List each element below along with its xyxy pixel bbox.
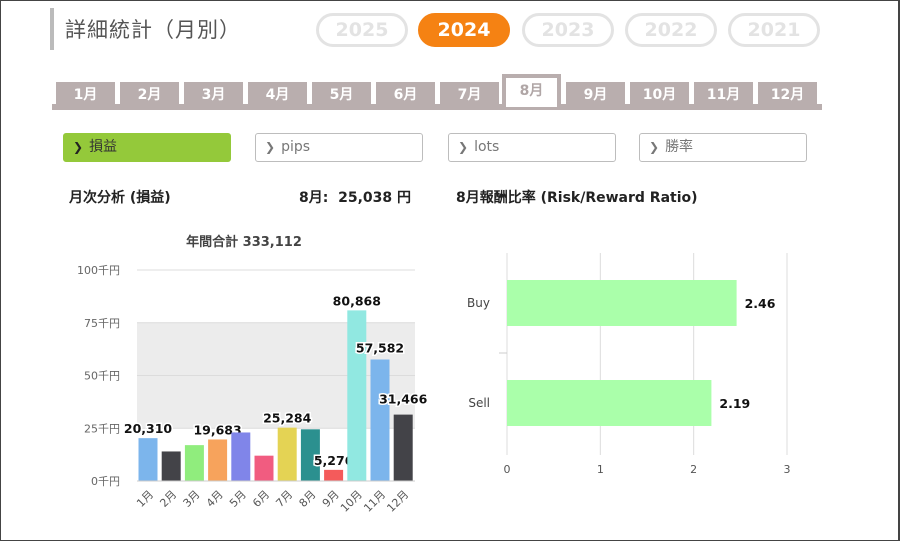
x-tick-label: 8月 — [297, 488, 319, 510]
month-profit-value: 25,038 円 — [338, 190, 411, 206]
x-tick-label: 2 — [690, 463, 697, 476]
x-tick-label: 11月 — [361, 488, 388, 515]
page-title: 詳細統計（月別） — [65, 18, 241, 42]
x-tick-label: 5月 — [227, 488, 249, 510]
tab-month-9[interactable]: 9月 — [566, 82, 625, 108]
y-tick-label: Buy — [467, 296, 490, 310]
tab-month-6[interactable]: 6月 — [376, 82, 435, 108]
x-tick-label: 6月 — [250, 488, 272, 510]
bar — [300, 429, 320, 481]
bar — [507, 280, 737, 326]
data-label: 57,582 — [356, 341, 404, 356]
y-tick-label: 50千円 — [84, 370, 120, 383]
y-tick-label: Sell — [468, 396, 490, 410]
chevron-right-icon: ❯ — [458, 140, 469, 154]
tab-month-12[interactable]: 12月 — [758, 82, 817, 108]
data-label: 20,310 — [124, 421, 173, 436]
metric-label: 損益 — [89, 139, 118, 155]
data-label: 31,466 — [379, 392, 428, 407]
chevron-right-icon: ❯ — [73, 140, 84, 154]
bar — [208, 439, 228, 481]
bar — [393, 414, 413, 481]
tab-month-5[interactable]: 5月 — [312, 82, 371, 108]
metric-button-pips[interactable]: ❯ pips — [255, 133, 423, 162]
tab-month-8[interactable]: 8月 — [502, 74, 561, 107]
plot-band — [137, 375, 415, 429]
monthly-analysis-title: 月次分析 (損益) — [69, 190, 171, 206]
data-label: 2.19 — [719, 396, 750, 411]
year-tab-2021[interactable]: 2021 — [728, 13, 820, 47]
tab-month-2[interactable]: 2月 — [120, 82, 179, 108]
tab-month-11[interactable]: 11月 — [694, 82, 753, 108]
plot-band — [137, 270, 415, 323]
bar — [161, 451, 181, 481]
year-tab-2025[interactable]: 2025 — [316, 13, 408, 47]
x-tick-label: 12月 — [384, 488, 411, 515]
bar — [370, 359, 390, 481]
data-label: 80,868 — [333, 293, 381, 308]
bar — [231, 432, 251, 481]
metric-label: 勝率 — [665, 139, 694, 155]
data-label: 2.46 — [745, 296, 776, 311]
x-tick-label: 4月 — [204, 488, 226, 510]
chart-title: 年間合計 333,112 — [186, 234, 302, 250]
y-tick-label: 100千円 — [77, 264, 120, 277]
x-tick-label: 3 — [784, 463, 791, 476]
year-tab-2023[interactable]: 2023 — [522, 13, 614, 47]
bar — [254, 455, 274, 481]
tab-month-7[interactable]: 7月 — [440, 82, 499, 108]
x-tick-label: 0 — [504, 463, 511, 476]
year-tab-2024[interactable]: 2024 — [418, 13, 510, 47]
x-tick-label: 2月 — [157, 488, 179, 510]
bar — [507, 380, 712, 426]
chevron-right-icon: ❯ — [265, 140, 276, 154]
tab-month-3[interactable]: 3月 — [184, 82, 243, 108]
tab-month-1[interactable]: 1月 — [56, 82, 115, 108]
x-tick-label: 7月 — [273, 488, 295, 510]
metric-button-lots[interactable]: ❯ lots — [448, 133, 616, 162]
plot-band — [137, 322, 415, 376]
year-tab-2022[interactable]: 2022 — [625, 13, 717, 47]
bar — [324, 469, 344, 481]
month-profit-summary: 8月: 25,038 円 — [299, 187, 411, 207]
metric-label: pips — [281, 139, 311, 155]
month-tabs: 1月 2月 3月 4月 5月 6月 7月 8月 9月 10月 11月 12月 — [52, 74, 822, 109]
y-tick-label: 0千円 — [91, 475, 120, 488]
x-tick-label: 3月 — [181, 488, 203, 510]
y-tick-label: 75千円 — [84, 317, 120, 330]
x-tick-label: 10月 — [338, 488, 365, 515]
metric-button-winrate[interactable]: ❯ 勝率 — [639, 133, 807, 162]
bar — [184, 445, 204, 481]
x-tick-label: 1月 — [134, 488, 156, 510]
data-label: 25,284 — [263, 411, 312, 426]
bar — [277, 427, 297, 481]
rr-ratio-title: 8月報酬比率 (Risk/Reward Ratio) — [456, 190, 698, 206]
y-tick-label: 25千円 — [84, 422, 120, 435]
data-label: 5,276 — [314, 453, 354, 468]
month-profit-label: 8月: — [299, 190, 329, 206]
bar — [138, 438, 158, 481]
tab-month-4[interactable]: 4月 — [248, 82, 307, 108]
tab-month-10[interactable]: 10月 — [630, 82, 689, 108]
metric-label: lots — [474, 139, 500, 155]
month-tabs-baseline — [52, 104, 822, 110]
data-label: 19,683 — [193, 422, 241, 437]
title-accent-bar — [50, 8, 54, 50]
x-tick-label: 1 — [597, 463, 604, 476]
bar — [347, 310, 367, 481]
chevron-right-icon: ❯ — [649, 140, 660, 154]
metric-button-profit[interactable]: ❯ 損益 — [63, 133, 231, 162]
